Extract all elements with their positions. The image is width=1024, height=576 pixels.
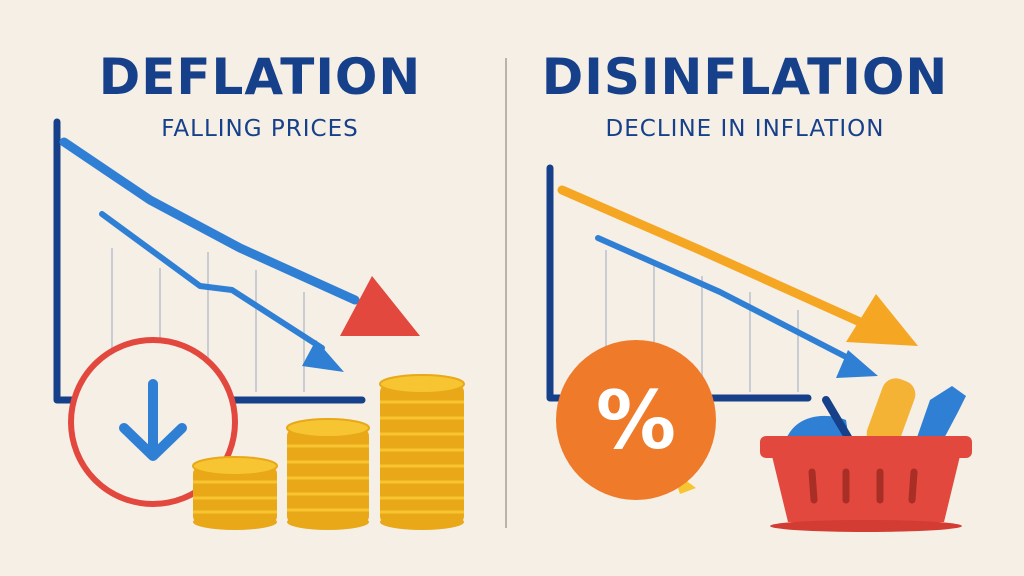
deflation-main-trend-line (59, 137, 360, 305)
disinflation-secondary-trend-line (595, 235, 855, 363)
deflation-subtitle: FALLING PRICES (161, 116, 359, 142)
blue-arrowhead-icon (836, 350, 878, 378)
deflation-chart (53, 118, 420, 404)
percent-badge-icon: % (556, 340, 716, 500)
coin-stack-medium (286, 418, 370, 530)
disinflation-chart (546, 164, 918, 402)
coin-stack-small (192, 456, 278, 530)
deflation-axes (53, 118, 366, 404)
deflation-secondary-trend-line (99, 211, 325, 351)
orange-arrowhead-icon (846, 294, 918, 346)
disinflation-title: DISINFLATION (541, 48, 949, 106)
disinflation-subtitle: DECLINE IN INFLATION (605, 116, 885, 142)
coin-stack-tall (379, 374, 465, 530)
red-arrowhead-icon (340, 276, 420, 336)
percent-symbol: % (596, 374, 676, 467)
shopping-basket-icon (760, 378, 972, 532)
disinflation-axes (546, 164, 812, 402)
coin-stack-icon (192, 374, 465, 530)
deflation-title: DEFLATION (98, 48, 422, 106)
disinflation-main-trend-line (557, 185, 865, 327)
blue-arrowhead-icon (302, 340, 344, 372)
